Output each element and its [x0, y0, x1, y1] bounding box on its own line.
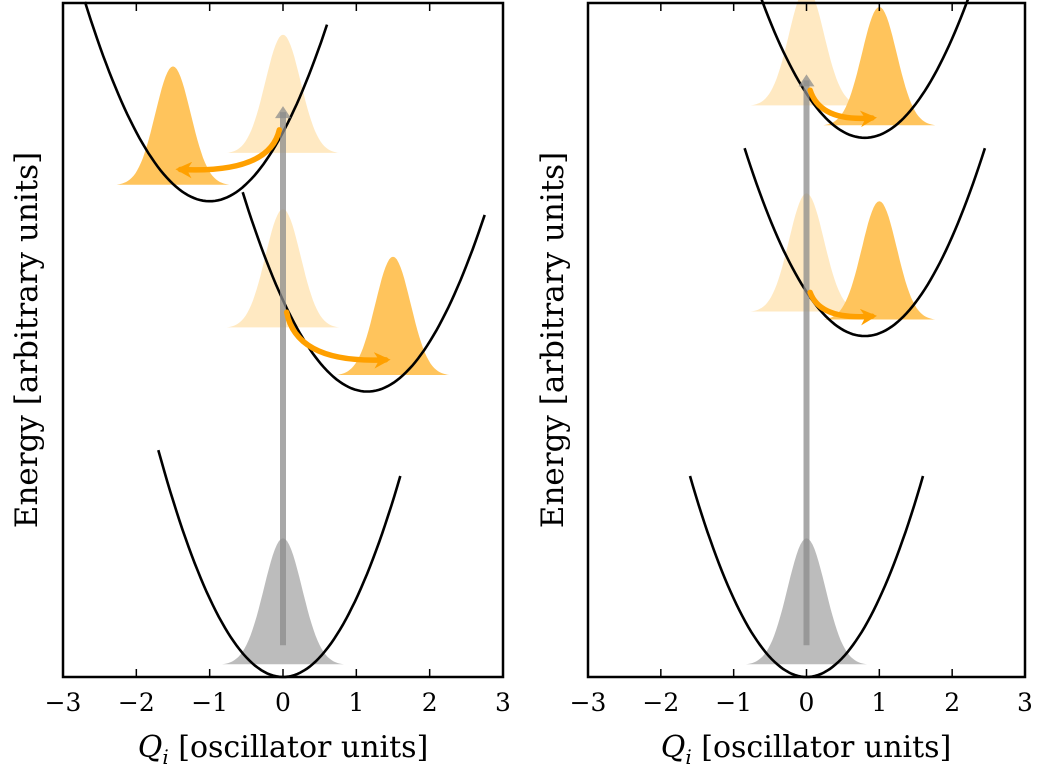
- plot-area: [83, 1, 486, 679]
- x-tick-label: 1: [348, 688, 364, 717]
- x-ticks: −3 −2 −1 0 1 2 3: [45, 3, 511, 717]
- x-tick-label: −1: [715, 688, 752, 717]
- relaxation-arrow-2: [175, 127, 283, 179]
- x-ticks: −3 −2 −1 0 1 2 3: [570, 3, 1033, 717]
- x-tick-label: 3: [495, 688, 511, 717]
- relaxed-packet-2: [116, 66, 230, 185]
- x-axis-label: Qi [oscillator units]: [138, 730, 429, 769]
- y-axis-label: Energy [arbitrary units]: [535, 152, 571, 528]
- x-tick-label: 2: [422, 688, 438, 717]
- x-tick-label: −3: [45, 688, 82, 717]
- relaxed-packet-1: [336, 256, 450, 375]
- relaxed-packet-2: [823, 7, 936, 126]
- x-tick-label: 3: [1017, 688, 1033, 717]
- left-panel: Energy [arbitrary units] −3 −2 −1 0 1 2 3 Qi […: [9, 1, 511, 769]
- x-tick-label: −2: [642, 688, 679, 717]
- y-axis-label: Energy [arbitrary units]: [9, 152, 45, 528]
- x-tick-label: −1: [191, 688, 228, 717]
- right-panel: Energy [arbitrary units] −3 −2 −1 0 1 2 3 Qi […: [535, 0, 1033, 769]
- vertical-excitation-arrowhead: [275, 106, 291, 119]
- relaxation-arrow-1: [807, 289, 877, 326]
- plot-area: [688, 0, 987, 679]
- franck-condon-packet-2: [226, 34, 340, 153]
- excited-state-1-well: [743, 147, 987, 338]
- x-tick-label: 0: [799, 688, 815, 717]
- x-tick-label: 0: [275, 688, 291, 717]
- relaxation-arrow-2: [807, 87, 877, 128]
- relaxed-packet-1: [823, 201, 936, 320]
- x-tick-label: −2: [118, 688, 155, 717]
- x-tick-label: −3: [570, 688, 607, 717]
- x-axis-label: Qi [oscillator units]: [661, 730, 952, 769]
- relaxation-arrow-1: [283, 309, 391, 369]
- excited-state-2-well: [83, 1, 329, 203]
- x-tick-label: 2: [944, 688, 960, 717]
- excited-state-2-well: [760, 0, 970, 140]
- franck-condon-packet-2: [750, 0, 863, 106]
- x-tick-label: 1: [871, 688, 887, 717]
- vertical-excitation-arrowhead: [798, 74, 815, 87]
